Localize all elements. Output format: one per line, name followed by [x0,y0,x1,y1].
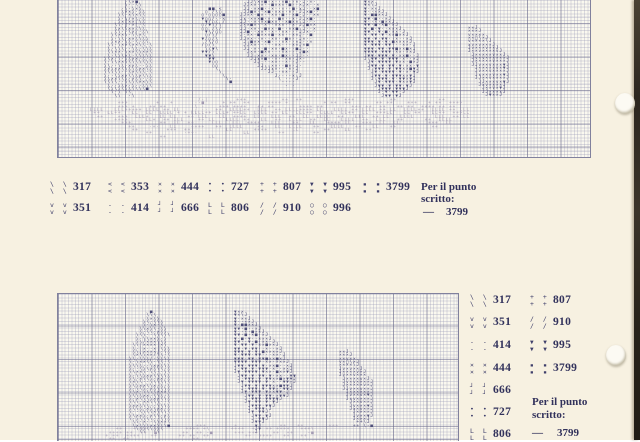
legend-item-996: ○ ○ ○ ○ 996 [310,202,351,216]
motif-small-bush: ××J ×××J ××v×× v×□\×J ××××\J Jv×v××J J××… [339,350,374,429]
legend-item-806: L L L L 806 [208,202,249,216]
code-807: 807 [553,294,572,306]
code-351: 351 [73,202,92,214]
symbol-666: ┘ ┘ ┘ ┘ [470,383,490,398]
code-444: 444 [181,181,200,193]
legend-item-444: × × × × 444 [470,362,511,376]
motif-fir-tree: ▼×× ▼×\J ▼·××J ▼··××J ▼·■■××J ▼▼·■··×J ▼… [364,0,420,99]
legend-item-3799: ▪ ▪ ▪ ▪ 3799 [530,362,577,376]
code-806: 806 [493,428,512,440]
legend-item-317: \ \ \ \ 317 [470,294,511,308]
code-995: 995 [553,339,572,351]
legend-item-995: ▼ ▼ ▼ ▼ 995 [310,181,351,195]
code-727: 727 [231,181,250,193]
code-666: 666 [493,384,512,396]
symbol-3799: ▪ ▪ ▪ ▪ [363,181,383,195]
symbol-995: ▼ ▼ ▼ ▼ [310,181,330,195]
note-line1: Per il punto [532,396,588,408]
symbol-996: ○ ○ ○ ○ [310,201,330,216]
legend-item-910: / / / /910 [260,202,301,216]
code-3799: 3799 [386,181,411,193]
legend-item-910: / / / /910 [530,316,571,330]
symbol-414: - - - - [470,338,490,353]
code-3799: 3799 [553,362,578,374]
code-666: 666 [181,202,200,214]
motif-lighthouse: ■ \\\ \×\\ \\·\\\ \·\×·\ \\×\\·\\ \·\\·×… [129,310,171,436]
note-code: 3799 [446,206,468,218]
symbol-807: + + + + [530,293,550,308]
legend-item-666: ┘ ┘ ┘ ┘ 666 [158,202,199,216]
symbol-806: L L L L [208,201,228,216]
top-chart-grid: ·\×■ \··\\ ·\·\×\ \××\·\\ \\·×\×\\ \·\/×… [57,0,591,158]
page-edge-shadow [634,0,640,440]
symbol-351: v v v v [470,315,490,330]
symbol-995: ▼ ▼ ▼ ▼ [530,339,550,353]
note-line2: scritto: [421,193,455,205]
legend-item-666: ┘ ┘ ┘ ┘ 666 [470,384,511,398]
code-727: 727 [493,406,512,418]
symbol-414: - - - - [108,201,128,216]
symbol-351: v v v v [50,201,70,216]
symbol-807: + + + + [260,180,280,195]
note-line1: Per il punto [421,181,477,193]
symbol-727: • • • • [470,405,490,420]
legend-item-444: × × × × 444 [158,181,199,195]
symbol-910: / / / / [530,315,550,330]
code-807: 807 [283,181,302,193]
code-414: 414 [131,202,150,214]
legend-item-727: • • • • 727 [470,406,511,420]
hole-punch [615,93,635,114]
legend-item-727: • • • • 727 [208,181,249,195]
code-444: 444 [493,362,512,374]
code-414: 414 [493,339,512,351]
legend-item-3799: ▪ ▪ ▪ ▪ 3799 [363,181,410,195]
code-317: 317 [73,181,92,193]
legend-item-995: ▼ ▼ ▼ ▼ 995 [530,339,571,353]
note-dash: — [423,206,434,218]
motif-lighthouse: ·\×■ \··\\ ·\·\×\ \××\·\\ \\·×\×\\ \·\/×… [104,0,153,99]
motif-ground-band: +++ + ++ ++ +++ ++ + ++ + ++++ +\ ++++ +… [105,424,340,441]
bottom-chart-grid: ■ \\\ \×\\ \\·\\\ \·\×·\ \\×\\·\\ \·\\·×… [57,293,459,441]
code-317: 317 [493,294,512,306]
symbol-3799: ▪ ▪ ▪ ▪ [530,362,550,376]
legend-item-807: + + + +807 [260,181,301,195]
legend-item-351: v v v v 351 [50,202,91,216]
symbol-353: < < < < [108,180,128,195]
symbol-444: × × × × [470,361,490,376]
code-910: 910 [283,202,302,214]
motif-ground-band: /·| +++ ++ ++ +++ ++ ++ +++ + + ·-■ + ++… [89,98,471,140]
legend-item-351: v v v v 351 [470,316,511,330]
note-dash: — [532,427,543,439]
hole-punch [606,345,626,366]
code-996: 996 [333,202,352,214]
legend-item-807: + + + +807 [530,294,571,308]
legend-item-317: \ \ \ \ 317 [50,181,91,195]
motif-fir-tree: ▼×× ▼×\J ▼·××J ▼··××J ▼·■■××J ▼▼·■··×J ▼… [234,310,297,436]
note-line2: scritto: [532,409,566,421]
legend-item-414: - - - -414 [470,339,511,353]
motif-garden-cluster: JJ\××■·×··×■··×·J·×· JJ××·×··■×××·■··×J×… [201,0,321,89]
code-806: 806 [231,202,250,214]
legend-item-414: - - - -414 [108,202,149,216]
symbol-727: • • • • [208,180,228,195]
symbol-666: ┘ ┘ ┘ ┘ [158,201,178,216]
symbol-444: × × × × [158,180,178,195]
code-910: 910 [553,316,572,328]
motif-small-bush: ××J ×××J v×××× ××□\×J v××××\J ×v×v×××J J… [468,26,510,98]
code-353: 353 [131,181,150,193]
symbol-317: \ \ \ \ [50,180,70,195]
symbol-317: \ \ \ \ [470,293,490,308]
code-351: 351 [493,316,512,328]
code-995: 995 [333,181,352,193]
legend-item-353: < < < <353 [108,181,149,195]
note-code: 3799 [557,427,579,439]
symbol-910: / / / / [260,201,280,216]
